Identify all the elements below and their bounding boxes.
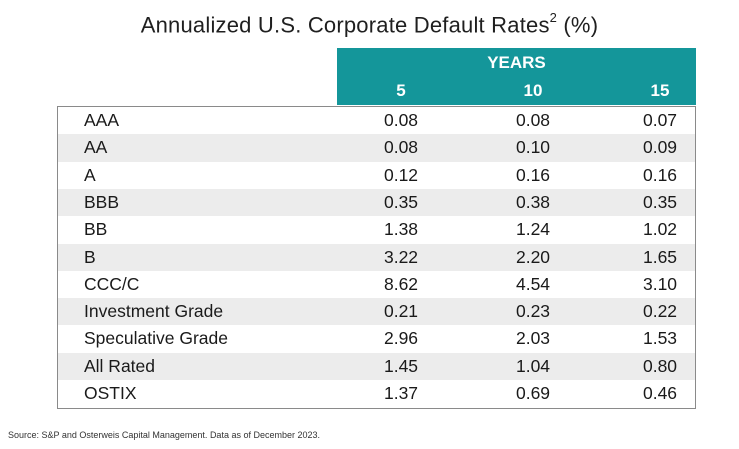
cell-value-15yr: 0.22	[642, 301, 678, 322]
cell-value-5yr: 0.21	[383, 301, 419, 322]
row-label: BBB	[84, 191, 120, 212]
row-label: A	[84, 164, 96, 185]
row-label: Investment Grade	[84, 301, 224, 322]
cell-value-10yr: 0.69	[515, 383, 551, 403]
chart-title-text: Annualized U.S. Corporate Default Rates	[140, 12, 550, 38]
column-group-header: YEARS	[487, 53, 546, 72]
cell-value-15yr: 3.10	[642, 273, 678, 294]
cell-value-5yr: 0.12	[383, 164, 419, 185]
cell-value-15yr: 0.80	[642, 355, 678, 376]
row-label: Speculative Grade	[84, 328, 228, 349]
cell-value-10yr: 2.03	[515, 328, 551, 349]
cell-value-10yr: 0.23	[515, 301, 551, 322]
cell-value-15yr: 1.02	[642, 219, 678, 240]
chart-title: Annualized U.S. Corporate Default Rates2…	[0, 10, 739, 38]
cell-value-10yr: 0.16	[515, 164, 551, 185]
cell-value-15yr: 0.35	[642, 191, 678, 212]
cell-value-15yr: 1.53	[642, 328, 678, 349]
table-row: Investment Grade 0.21 0.23 0.22	[58, 298, 695, 326]
cell-value-10yr: 2.20	[515, 246, 551, 267]
cell-value-10yr: 0.08	[515, 110, 551, 130]
cell-value-5yr: 1.37	[383, 383, 419, 403]
table-border	[57, 106, 696, 409]
table-row: AAA 0.08 0.08 0.07	[58, 107, 695, 134]
chart-title-unit: (%)	[563, 12, 599, 38]
table-row: BBB 0.35 0.38 0.35	[58, 188, 695, 217]
cell-value-15yr: 0.46	[642, 383, 678, 403]
cell-value-15yr: 1.65	[642, 246, 678, 267]
table-row: BB 1.38 1.24 1.02	[58, 216, 695, 243]
row-label: AAA	[84, 110, 120, 130]
cell-value-15yr: 0.09	[642, 137, 678, 158]
row-label: BB	[84, 219, 108, 240]
cell-value-10yr: 1.24	[515, 219, 551, 240]
cell-value-5yr: 0.35	[383, 191, 419, 212]
cell-value-5yr: 8.62	[383, 273, 419, 294]
source-footnote: Source: S&P and Osterweis Capital Manage…	[8, 430, 320, 440]
table-row: CCC/C 8.62 4.54 3.10	[58, 271, 695, 298]
column-header-15: 15	[650, 81, 670, 100]
cell-value-5yr: 2.96	[383, 328, 419, 349]
cell-value-15yr: 0.07	[642, 110, 678, 130]
table-row: All Rated 1.45 1.04 0.80	[58, 352, 695, 380]
cell-value-5yr: 1.38	[383, 219, 419, 240]
table-row: AA 0.08 0.10 0.09	[58, 134, 695, 162]
row-label: AA	[84, 137, 108, 158]
row-label: CCC/C	[84, 273, 140, 294]
table-row: A 0.12 0.16 0.16	[58, 162, 695, 189]
cell-value-5yr: 0.08	[383, 110, 419, 130]
cell-value-10yr: 0.38	[515, 191, 551, 212]
row-label: OSTIX	[84, 383, 137, 403]
cell-value-10yr: 0.10	[515, 137, 551, 158]
column-header-5: 5	[396, 81, 406, 100]
cell-value-5yr: 3.22	[383, 246, 419, 267]
cell-value-5yr: 0.08	[383, 137, 419, 158]
cell-value-5yr: 1.45	[383, 355, 419, 376]
cell-value-15yr: 0.16	[642, 164, 678, 185]
column-header-10: 10	[523, 81, 543, 100]
row-label: All Rated	[84, 355, 156, 376]
cell-value-10yr: 1.04	[515, 355, 551, 376]
chart-title-footnote-marker: 2	[549, 10, 558, 25]
table-row: OSTIX 1.37 0.69 0.46	[58, 380, 695, 407]
table-header-band	[337, 48, 696, 105]
table-row: B 3.22 2.20 1.65	[58, 243, 695, 271]
table-row: Speculative Grade 2.96 2.03 1.53	[58, 325, 695, 352]
row-label: B	[84, 246, 96, 267]
cell-value-10yr: 4.54	[515, 273, 551, 294]
